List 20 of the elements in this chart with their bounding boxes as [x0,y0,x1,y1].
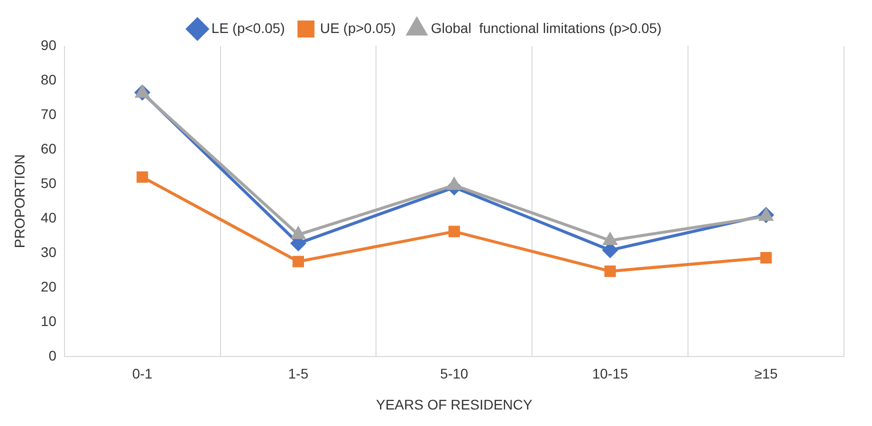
y-tick-label: 70 [40,106,57,122]
y-tick-label: 30 [40,244,57,260]
y-tick-label: 20 [40,278,57,294]
x-tick-label: 0-1 [132,366,153,382]
y-tick-label: 0 [48,347,57,364]
y-tick-label: 80 [40,71,57,88]
legend-label: Global functional limitations (p>0.05) [430,20,662,36]
x-tick-label: 10-15 [592,366,628,382]
legend-label: UE (p>0.05) [320,20,396,36]
x-axis-title: YEARS OF RESIDENCY [376,396,534,412]
y-tick-label: 40 [40,209,57,226]
x-tick-label: 1-5 [288,366,309,382]
legend-label: LE (p<0.05) [211,20,285,36]
y-tick-label: 50 [40,174,57,191]
x-tick-label: ≥15 [754,366,778,382]
y-tick-label: 90 [40,36,57,53]
y-tick-label: 10 [40,312,57,329]
y-axis-title: PROPORTION [11,154,28,248]
y-tick-label: 60 [40,140,57,156]
x-tick-label: 5-10 [440,366,468,382]
